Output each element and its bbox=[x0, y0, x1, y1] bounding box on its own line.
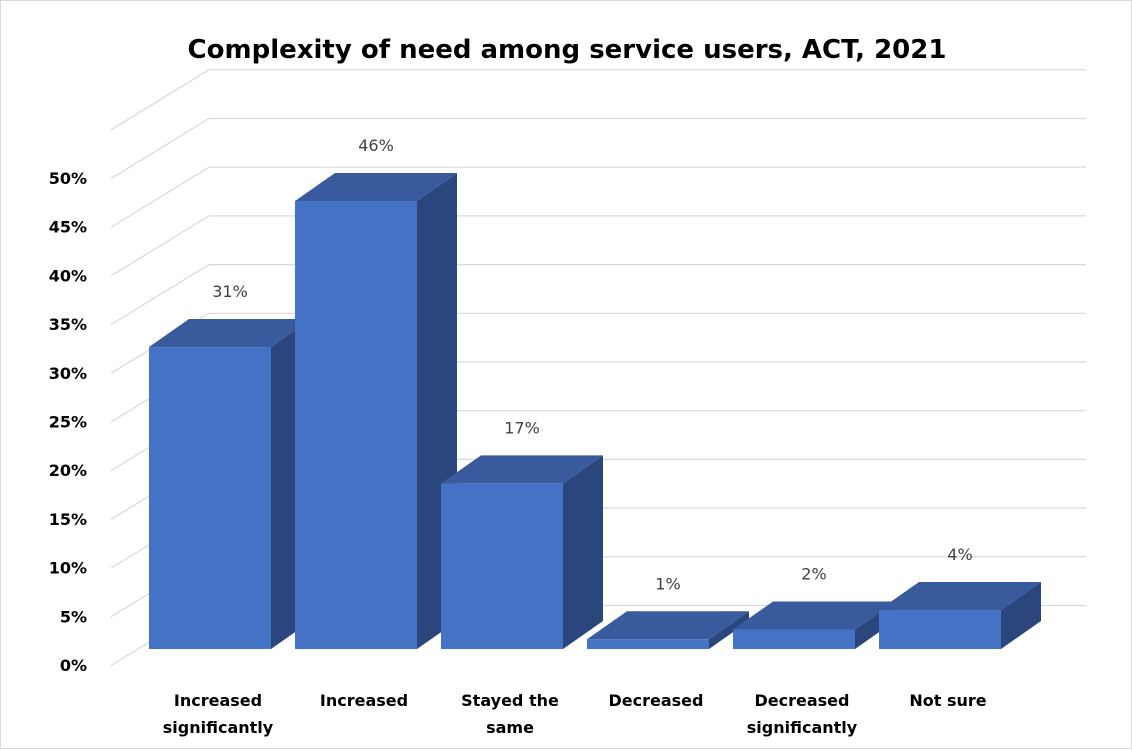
category-label: Decreased bbox=[609, 691, 704, 710]
category-label: Increased bbox=[320, 691, 408, 710]
bar-side bbox=[709, 611, 749, 649]
y-axis-ticks: 0% 5% 10% 15% 20% 25% 30% 35% 40% 45% 50% bbox=[49, 169, 87, 675]
data-label: 1% bbox=[655, 574, 680, 593]
bar-top bbox=[295, 172, 457, 201]
data-labels: 31% 46% 17% 1% 2% 4% bbox=[212, 136, 972, 593]
y-tick-label: 5% bbox=[60, 607, 87, 626]
bar-top bbox=[733, 601, 895, 630]
data-label: 17% bbox=[504, 418, 540, 437]
bar bbox=[149, 319, 311, 649]
y-tick-label: 45% bbox=[49, 218, 87, 237]
bar bbox=[295, 172, 457, 649]
bar-top bbox=[149, 319, 311, 348]
y-tick-label: 10% bbox=[49, 559, 87, 578]
bar-top bbox=[441, 455, 603, 484]
bar-side bbox=[563, 455, 603, 649]
chart-title: Complexity of need among service users, … bbox=[187, 35, 947, 65]
data-label: 46% bbox=[358, 136, 394, 155]
bar-top bbox=[879, 582, 1041, 611]
bar bbox=[733, 601, 895, 649]
bar-side bbox=[1001, 582, 1041, 649]
gridline-side-top bbox=[110, 69, 210, 131]
gridline-side-35 bbox=[110, 264, 210, 326]
bar-front bbox=[587, 639, 709, 649]
gridline-side-45 bbox=[110, 166, 210, 228]
y-tick-label: 25% bbox=[49, 413, 87, 432]
data-label: 4% bbox=[947, 545, 972, 564]
bar bbox=[587, 611, 749, 649]
bar-front bbox=[149, 347, 271, 649]
bar-top bbox=[587, 611, 749, 640]
y-tick-label: 30% bbox=[49, 364, 87, 383]
category-label: Increased significantly bbox=[163, 691, 274, 737]
bar-front bbox=[441, 483, 563, 649]
category-label: Not sure bbox=[909, 691, 986, 710]
bar-front bbox=[879, 610, 1001, 649]
category-label: Stayed the same bbox=[461, 691, 559, 737]
data-label: 2% bbox=[801, 565, 826, 584]
y-tick-label: 0% bbox=[60, 656, 87, 675]
bar-front bbox=[733, 629, 855, 649]
data-label: 31% bbox=[212, 282, 248, 301]
y-tick-label: 35% bbox=[49, 315, 87, 334]
y-tick-label: 20% bbox=[49, 461, 87, 480]
category-label: Decreased significantly bbox=[747, 691, 858, 737]
bar-front bbox=[295, 200, 417, 649]
y-tick-label: 40% bbox=[49, 266, 87, 285]
y-tick-label: 15% bbox=[49, 510, 87, 529]
gridline-side-50 bbox=[110, 117, 210, 180]
bar bbox=[441, 455, 603, 649]
y-tick-label: 50% bbox=[49, 169, 87, 188]
bar bbox=[879, 582, 1041, 649]
gridline-side-40 bbox=[110, 215, 210, 277]
category-labels: Increased significantly Increased Stayed th… bbox=[163, 691, 987, 737]
bars bbox=[149, 172, 1041, 649]
